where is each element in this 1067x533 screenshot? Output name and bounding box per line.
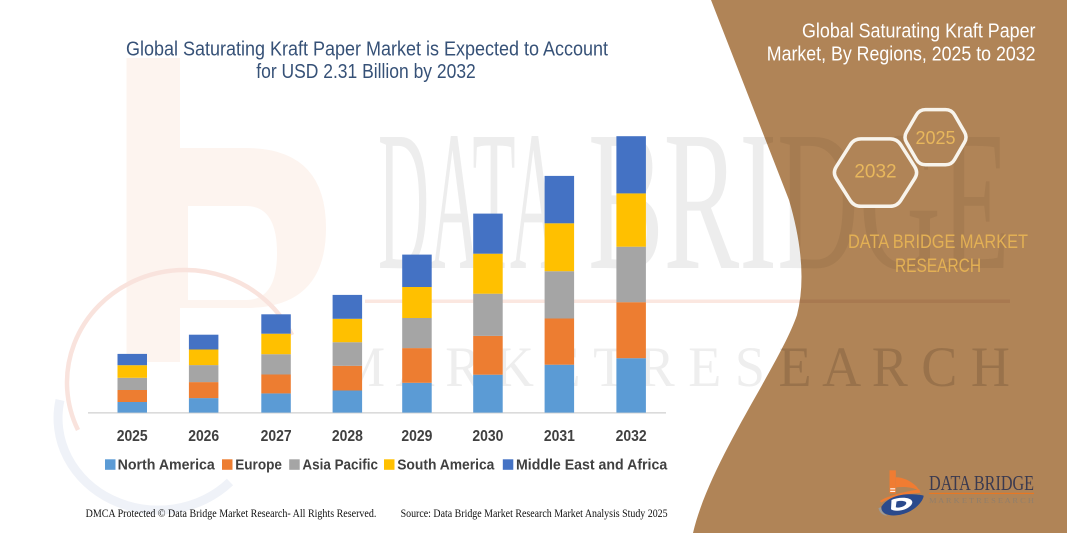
svg-text:Global Saturating Kraft Paper: Global Saturating Kraft Paper xyxy=(802,20,1036,43)
svg-text:Market, By Regions, 2025 to 20: Market, By Regions, 2025 to 2032 xyxy=(767,43,1036,66)
svg-text:2032: 2032 xyxy=(854,162,896,183)
svg-text:DMCA Protected © Data Bridge M: DMCA Protected © Data Bridge Market Rese… xyxy=(86,508,377,520)
svg-text:Europe: Europe xyxy=(235,457,282,474)
svg-text:2028: 2028 xyxy=(332,428,363,445)
svg-text:DATA BRIDGE: DATA BRIDGE xyxy=(929,471,1034,495)
svg-text:South America: South America xyxy=(397,457,495,474)
svg-text:Asia Pacific: Asia Pacific xyxy=(302,457,378,474)
svg-text:2032: 2032 xyxy=(616,428,647,445)
svg-text:M A R K E T R E S E A R C H: M A R K E T R E S E A R C H xyxy=(929,497,1034,505)
svg-text:2026: 2026 xyxy=(188,428,219,445)
svg-text:2030: 2030 xyxy=(472,428,503,445)
svg-text:2025: 2025 xyxy=(915,128,955,148)
svg-text:North America: North America xyxy=(118,457,216,474)
svg-text:2025: 2025 xyxy=(117,428,148,445)
svg-text:for USD 2.31 Billion by 2032: for USD 2.31 Billion by 2032 xyxy=(256,60,476,83)
svg-text:Source: Data Bridge Market Res: Source: Data Bridge Market Research Mark… xyxy=(401,508,668,520)
svg-text:2029: 2029 xyxy=(401,428,432,445)
svg-text:2027: 2027 xyxy=(261,428,292,445)
svg-text:Global Saturating Kraft Paper: Global Saturating Kraft Paper Market is … xyxy=(126,38,608,61)
svg-text:2031: 2031 xyxy=(544,428,575,445)
svg-text:Middle East and Africa: Middle East and Africa xyxy=(516,457,668,474)
svg-text:DATA BRIDGE MARKET: DATA BRIDGE MARKET xyxy=(848,232,1028,253)
svg-text:RESEARCH: RESEARCH xyxy=(895,256,981,277)
